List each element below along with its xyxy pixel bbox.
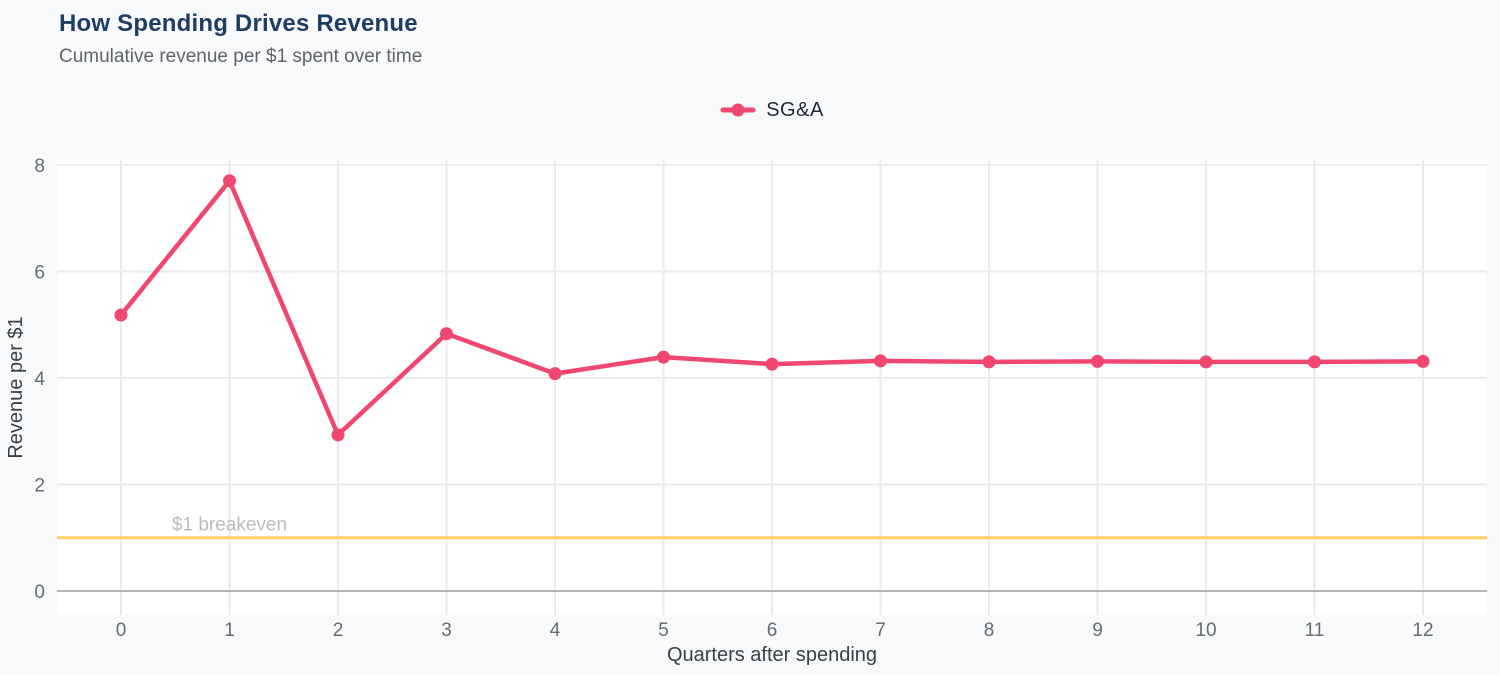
x-axis-title: Quarters after spending — [667, 644, 877, 666]
data-point — [874, 354, 887, 368]
data-point — [1091, 354, 1104, 368]
data-point — [657, 350, 670, 364]
data-point — [114, 308, 128, 322]
data-point — [765, 357, 779, 371]
x-tick-label: 11 — [1305, 620, 1325, 641]
page-title: How Spending Drives Revenue — [59, 10, 418, 37]
data-point — [331, 428, 345, 442]
x-tick-label: 2 — [333, 620, 344, 641]
x-tick-label: 12 — [1412, 620, 1433, 641]
legend-line-marker-icon — [720, 103, 756, 117]
x-tick-label: 0 — [116, 620, 127, 641]
chart-header: How Spending Drives Revenue Cumulative r… — [59, 9, 422, 68]
legend-item-sga[interactable]: SG&A — [720, 99, 824, 122]
data-point — [223, 174, 236, 188]
y-tick-label: 2 — [34, 475, 45, 496]
x-tick-label: 7 — [875, 620, 886, 641]
data-point — [548, 367, 562, 381]
legend: SG&A — [57, 96, 1487, 124]
x-tick-label: 3 — [441, 620, 452, 641]
breakeven-label: $1 breakeven — [172, 515, 287, 536]
data-point — [1199, 355, 1213, 369]
y-tick-label: 0 — [34, 582, 45, 603]
data-point — [1416, 354, 1430, 368]
y-tick-label: 4 — [34, 369, 45, 390]
page-subtitle: Cumulative revenue per $1 spent over tim… — [59, 46, 423, 67]
x-tick-label: 8 — [984, 620, 995, 641]
x-tick-label: 9 — [1092, 620, 1103, 641]
x-tick-label: 4 — [550, 620, 561, 641]
x-tick-label: 10 — [1195, 620, 1216, 641]
data-point — [1308, 355, 1321, 369]
x-tick-label: 5 — [658, 620, 669, 641]
legend-label: SG&A — [766, 98, 824, 121]
y-tick-label: 8 — [34, 156, 45, 177]
x-tick-label: 6 — [767, 620, 778, 641]
x-tick-label: 1 — [224, 620, 235, 641]
data-point — [982, 355, 996, 369]
data-point — [440, 327, 453, 341]
y-axis-title: Revenue per $1 — [5, 316, 27, 458]
y-tick-label: 6 — [34, 262, 45, 283]
